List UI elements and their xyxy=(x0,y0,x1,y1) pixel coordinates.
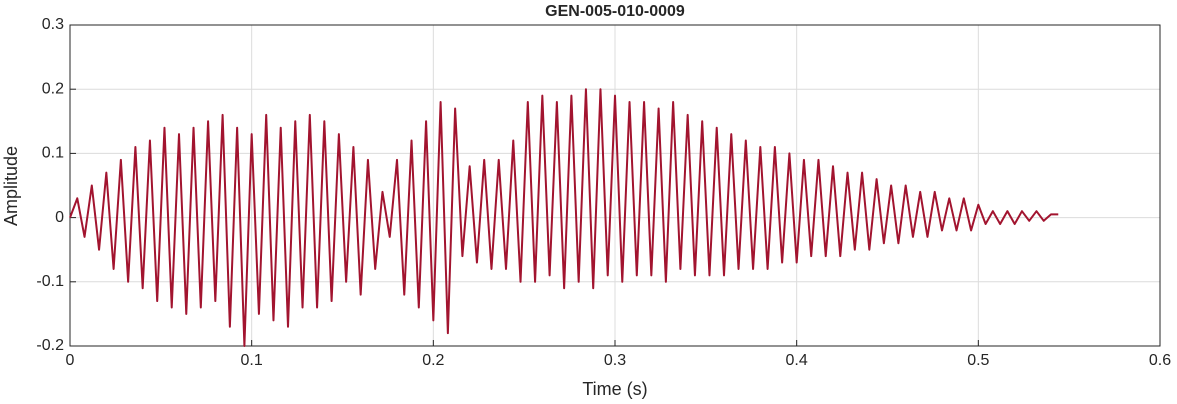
x-tick-label: 0.5 xyxy=(967,352,989,369)
x-tick-label: 0.4 xyxy=(786,352,808,369)
y-tick-label: 0 xyxy=(55,209,64,226)
y-tick-label: 0.1 xyxy=(42,145,64,162)
y-axis-label: Amplitude xyxy=(1,146,21,226)
x-axis-label: Time (s) xyxy=(582,379,647,399)
x-tick-label: 0 xyxy=(66,352,75,369)
x-tick-label: 0.1 xyxy=(241,352,263,369)
y-tick-label: 0.3 xyxy=(42,16,64,33)
chart-title: GEN-005-010-0009 xyxy=(545,3,685,20)
y-tick-label: 0.2 xyxy=(42,80,64,97)
x-tick-label: 0.3 xyxy=(604,352,626,369)
x-tick-label: 0.2 xyxy=(422,352,444,369)
y-tick-label: -0.2 xyxy=(36,337,64,354)
plot-frame xyxy=(69,24,1161,347)
waveform xyxy=(69,88,1059,347)
y-tick-label: -0.1 xyxy=(36,273,64,290)
x-tick-label: 0.6 xyxy=(1149,352,1171,369)
